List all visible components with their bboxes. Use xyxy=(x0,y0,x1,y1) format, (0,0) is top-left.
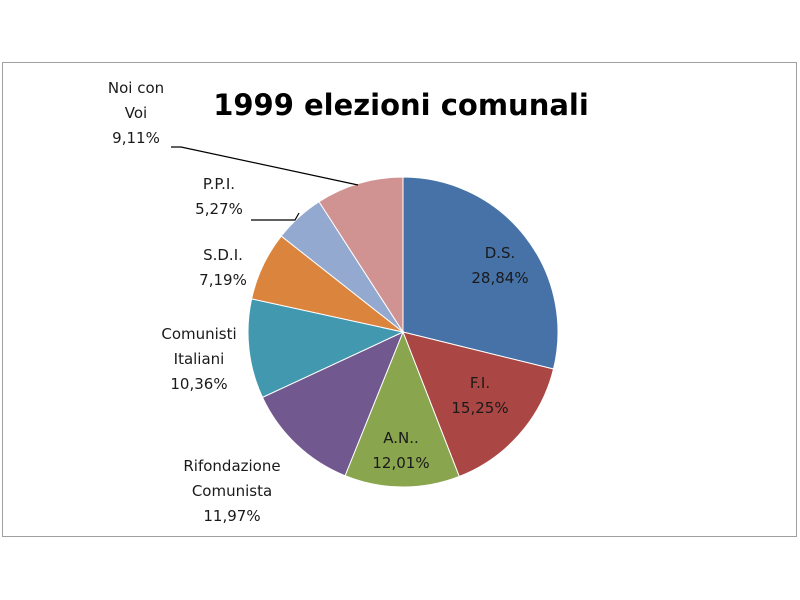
pie-slices xyxy=(247,176,559,488)
slice-label-s-d-i: S.D.I. 7,19% xyxy=(199,246,247,289)
leader-lines xyxy=(171,146,359,221)
slice-label-noi-con-voi: Noi con Voi 9,11% xyxy=(108,79,164,147)
pie-slice-a-n xyxy=(344,330,460,488)
chart-frame: 1999 elezioni comunali D.S. 28,84% F.I. 15,… xyxy=(2,62,797,537)
slice-label-p-p-i: P.P.I. 5,27% xyxy=(195,175,243,218)
slice-label-comunisti-italiani: Comunisti Italiani 10,36% xyxy=(161,325,236,393)
slice-labels: D.S. 28,84% F.I. 15,25% A.N.. 12,01% Rifondazi… xyxy=(108,79,529,525)
chart-title: 1999 elezioni comunali xyxy=(213,88,589,122)
pie-slice-noi-con-voi xyxy=(318,176,404,334)
slice-label-f-i: F.I. 15,25% xyxy=(451,374,508,417)
pie-slice-rifondazione-comunista xyxy=(261,331,404,477)
slice-label-a-n: A.N.. 12,01% xyxy=(372,429,429,472)
pie-slice-f-i xyxy=(402,331,555,478)
slice-label-rifondazione-comunista: Rifondazione Comunista 11,97% xyxy=(183,457,280,525)
pie-slice-d-s xyxy=(402,176,559,370)
leader-line-p-p-i xyxy=(251,212,300,221)
pie-chart: 1999 elezioni comunali D.S. 28,84% F.I. 15,… xyxy=(108,79,589,525)
pie-slice-comunisti-italiani xyxy=(247,298,405,399)
leader-line-noi-con-voi xyxy=(171,146,359,186)
slice-label-d-s: D.S. 28,84% xyxy=(471,244,528,287)
